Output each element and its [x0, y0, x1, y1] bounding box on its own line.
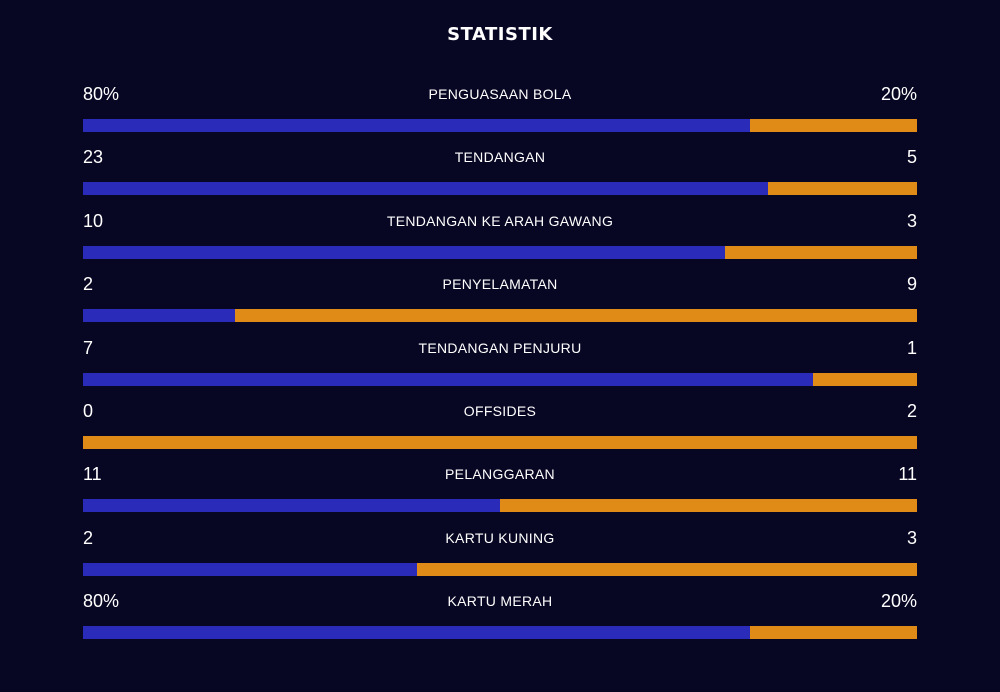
comparison-bar: [83, 626, 917, 640]
comparison-bar: [83, 182, 917, 196]
home-bar-segment: [83, 119, 751, 132]
comparison-bar: [83, 245, 917, 259]
stat-label: OFFSIDES: [463, 402, 537, 419]
home-bar-segment: [83, 499, 500, 513]
stats-list: 80% PENGUASAAN BOLA 20% 23 TENDANGAN 5: [83, 80, 917, 651]
stat-label: TENDANGAN PENJURU: [418, 339, 582, 356]
stat-row-possession: 80% PENGUASAAN BOLA 20%: [83, 80, 917, 143]
stat-row-shots: 23 TENDANGAN 5: [83, 143, 917, 206]
away-bar-segment: [750, 119, 917, 132]
home-value: 11: [83, 464, 102, 485]
stat-label: KARTU KUNING: [445, 529, 555, 546]
away-bar-segment: [724, 245, 917, 259]
away-bar-segment: [234, 309, 917, 323]
away-value: 5: [906, 147, 917, 168]
away-value: 2: [906, 400, 917, 421]
home-value: 10: [83, 210, 104, 231]
comparison-bar: [83, 499, 917, 513]
home-value: 80%: [83, 591, 120, 612]
stat-label: PELANGGARAN: [445, 466, 555, 483]
away-bar-segment: [768, 182, 917, 196]
stat-row-shots-on-target: 10 TENDANGAN KE ARAH GAWANG 3: [83, 207, 917, 270]
comparison-bar: [83, 435, 917, 449]
comparison-bar: [83, 309, 917, 323]
away-value: 3: [906, 210, 917, 231]
comparison-bar: [83, 119, 917, 132]
stat-row-corners: 7 TENDANGAN PENJURU 1: [83, 334, 917, 397]
comparison-bar: [83, 562, 917, 576]
home-bar-segment: [83, 245, 725, 259]
away-bar-segment: [812, 372, 917, 386]
away-value: 3: [906, 527, 917, 548]
home-value: 7: [83, 337, 94, 358]
home-value: 23: [83, 147, 104, 168]
away-value: 1: [906, 337, 917, 358]
stat-label: TENDANGAN: [454, 149, 546, 166]
stat-row-saves: 2 PENYELAMATAN 9: [83, 270, 917, 333]
away-bar-segment: [750, 626, 917, 640]
stat-row-yellow-cards: 2 KARTU KUNING 3: [83, 524, 917, 587]
away-value: 20%: [880, 84, 917, 104]
away-value: 20%: [880, 591, 917, 612]
stat-label: KARTU MERAH: [447, 593, 553, 610]
comparison-bar: [83, 372, 917, 386]
stat-row-fouls: 11 PELANGGARAN 11: [83, 460, 917, 523]
home-bar-segment: [83, 182, 769, 196]
stat-label: TENDANGAN KE ARAH GAWANG: [386, 212, 614, 229]
home-value: 80%: [83, 84, 120, 104]
stat-row-offsides: 0 OFFSIDES 2: [83, 397, 917, 460]
away-value: 11: [898, 464, 917, 485]
away-value: 9: [906, 274, 917, 295]
away-bar-segment: [416, 562, 917, 576]
home-value: 2: [83, 274, 94, 295]
stat-label: PENGUASAAN BOLA: [428, 86, 572, 102]
home-bar-segment: [83, 626, 751, 640]
home-value: 0: [83, 400, 94, 421]
stat-label: PENYELAMATAN: [442, 276, 558, 293]
home-bar-segment: [83, 309, 235, 323]
panel-title: STATISTIK: [447, 24, 553, 45]
away-bar-segment: [500, 499, 917, 513]
stat-row-red-cards: 80% KARTU MERAH 20%: [83, 587, 917, 650]
home-value: 2: [83, 527, 94, 548]
home-bar-segment: [83, 372, 813, 386]
home-bar-segment: [83, 562, 417, 576]
away-bar-segment: [83, 435, 917, 449]
